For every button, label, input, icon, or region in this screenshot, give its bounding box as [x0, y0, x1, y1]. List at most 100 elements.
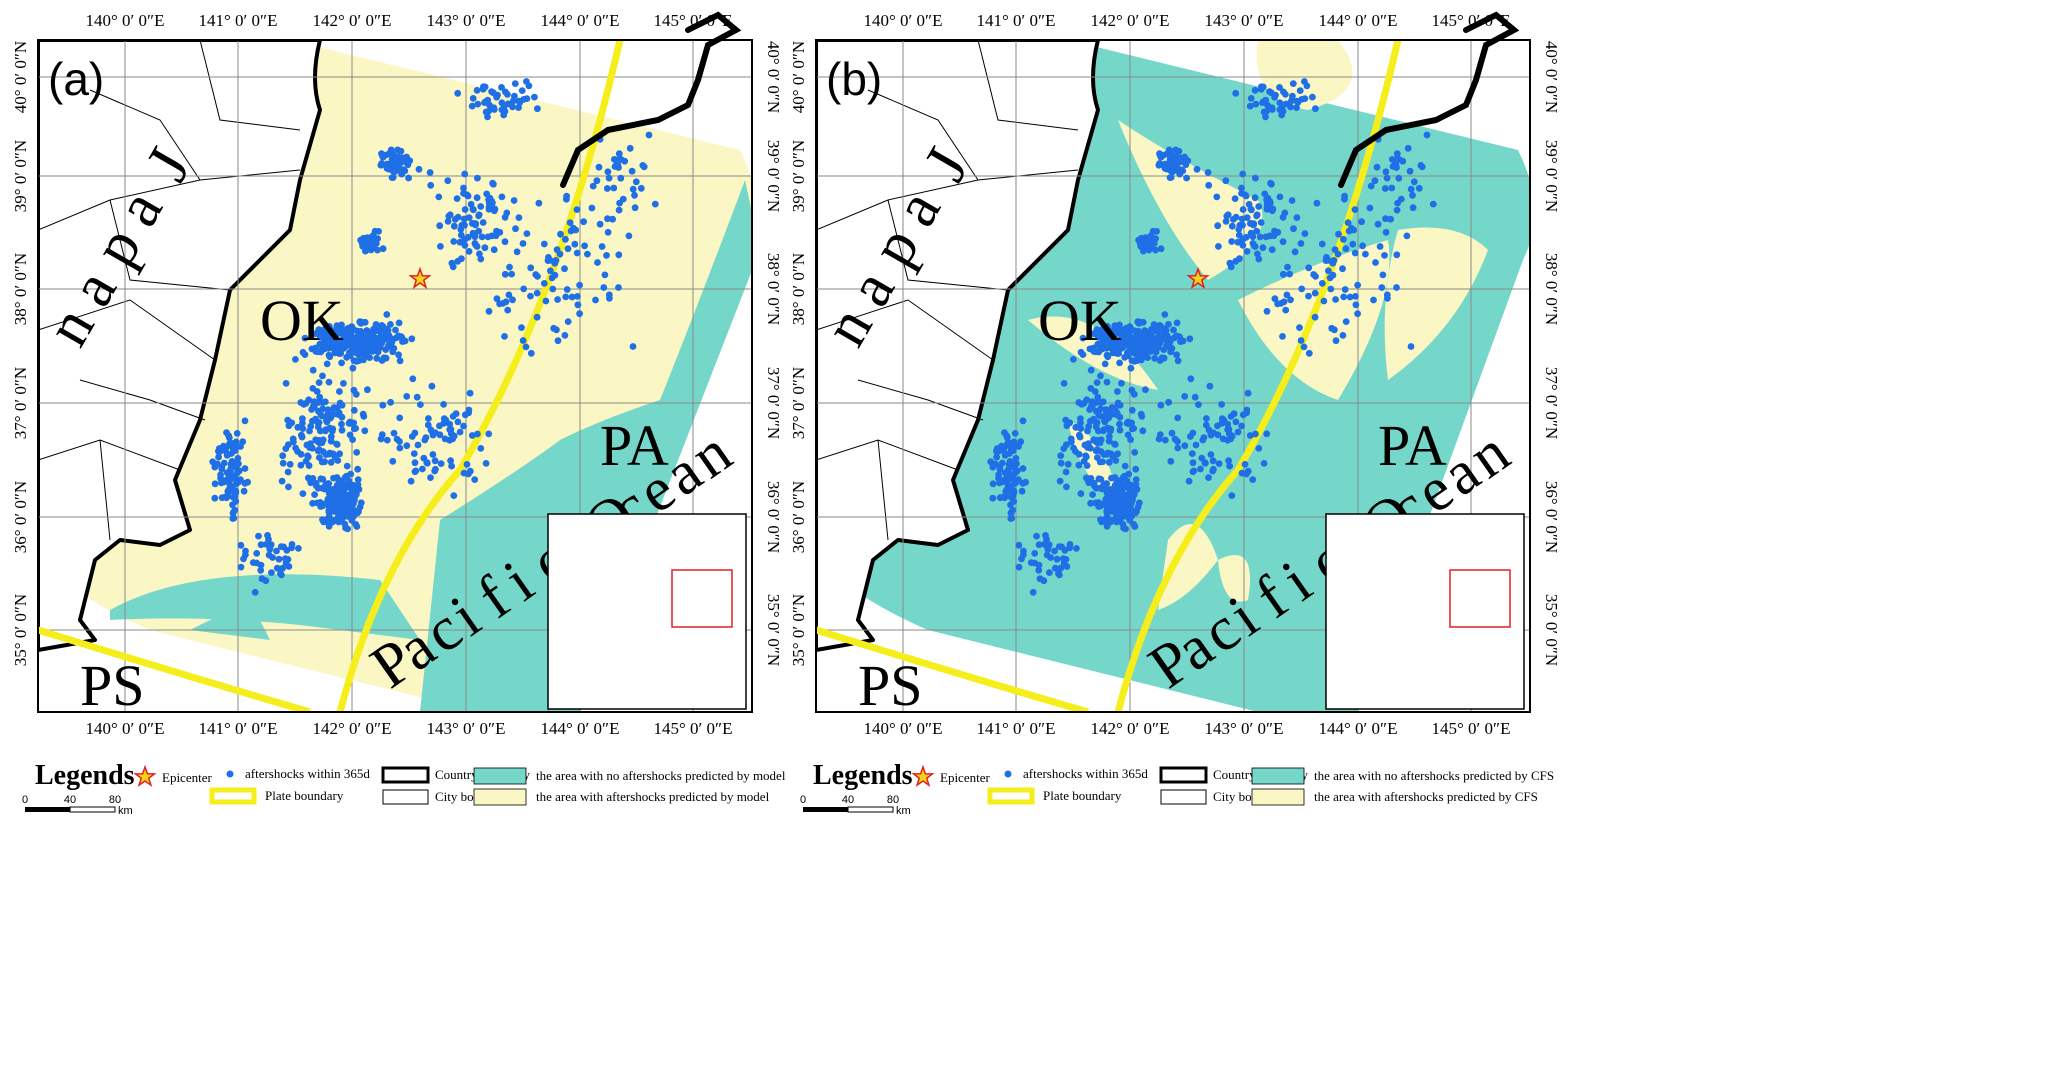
aftershock-dot — [363, 234, 371, 242]
aftershock-dot — [285, 422, 293, 430]
aftershock-dot — [993, 445, 1001, 452]
aftershock-dot — [1384, 294, 1391, 302]
aftershock-dot — [1340, 293, 1348, 301]
aftershock-dot — [454, 89, 462, 97]
legend-aftershock-swatch — [473, 788, 527, 806]
aftershock-dot — [1342, 318, 1350, 325]
legend-no-aftershock-swatch — [1251, 767, 1305, 785]
aftershock-dot — [1124, 352, 1132, 360]
aftershock-dot — [490, 106, 498, 113]
longitude-label-bottom: 145° 0′ 0″E — [654, 719, 733, 738]
aftershock-dot — [341, 328, 349, 336]
aftershock-dot — [512, 225, 519, 233]
aftershock-dot — [1124, 495, 1131, 502]
aftershock-dot — [573, 249, 581, 257]
aftershock-dot — [554, 296, 561, 303]
aftershock-dot — [1070, 444, 1077, 452]
aftershock-dot — [477, 203, 485, 210]
aftershock-dot — [1341, 195, 1348, 203]
aftershock-dot — [1214, 222, 1222, 230]
aftershock-dot — [603, 252, 610, 259]
aftershock-dot — [1219, 435, 1227, 443]
aftershock-dot — [1238, 184, 1245, 192]
aftershock-dot — [420, 454, 428, 462]
aftershock-dot — [490, 180, 497, 188]
aftershock-dot — [1124, 431, 1132, 439]
aftershock-dot — [518, 87, 526, 94]
aftershock-dot — [551, 259, 559, 267]
aftershock-dot — [1257, 219, 1265, 226]
aftershock-dot — [1152, 246, 1159, 254]
aftershock-dot — [352, 390, 360, 398]
aftershock-dot — [1253, 227, 1261, 235]
aftershock-dot — [1094, 454, 1101, 461]
longitude-label-bottom: 145° 0′ 0″E — [1432, 719, 1511, 738]
aftershock-points — [987, 78, 1437, 596]
pa-plate-label: PA — [600, 413, 669, 478]
aftershock-dot — [498, 84, 505, 91]
aftershock-dot — [1239, 206, 1247, 213]
aftershock-dot — [1239, 235, 1247, 243]
aftershock-dot — [1095, 333, 1102, 341]
aftershock-dot — [292, 356, 299, 363]
aftershock-dot — [501, 238, 509, 246]
aftershock-dot — [1020, 551, 1027, 559]
latitude-label-left: 36° 0′ 0″N — [11, 481, 30, 553]
aftershock-dot — [1388, 184, 1396, 192]
aftershock-dot — [516, 99, 524, 106]
aftershock-dot — [1225, 457, 1232, 465]
aftershock-dot — [328, 427, 336, 435]
aftershock-dot — [361, 330, 369, 338]
ps-plate-label: PS — [858, 653, 923, 718]
aftershock-dot — [1334, 250, 1342, 258]
aftershock-dot — [1015, 563, 1023, 571]
aftershock-dot — [367, 347, 374, 354]
aftershock-dot — [258, 575, 266, 583]
aftershock-dot — [1141, 239, 1149, 247]
longitude-label-top: 141° 0′ 0″E — [977, 11, 1056, 30]
aftershock-dot — [431, 457, 439, 465]
aftershock-dot — [1062, 468, 1070, 476]
aftershock-dot — [322, 482, 329, 490]
legend-no-aftershock-label: the area with no aftershocks predicted b… — [1314, 768, 1554, 783]
aftershock-dot — [454, 257, 462, 265]
aftershock-dot — [227, 476, 235, 483]
aftershock-dot — [229, 485, 237, 493]
aftershock-dot — [515, 214, 523, 222]
aftershock-dot — [1100, 482, 1107, 490]
aftershock-dot — [268, 569, 275, 576]
aftershock-dot — [1259, 244, 1267, 252]
aftershock-dot — [282, 380, 290, 387]
aftershock-dot — [1084, 427, 1091, 435]
aftershock-dot — [1063, 563, 1071, 570]
aftershock-dot — [1181, 442, 1189, 450]
aftershock-dot — [309, 499, 316, 507]
scale-label: 40 — [64, 794, 76, 806]
aftershock-dot — [1332, 337, 1340, 345]
aftershock-dot — [332, 342, 340, 349]
aftershock-dot — [1262, 113, 1269, 121]
aftershock-dot — [396, 414, 404, 422]
aftershock-dot — [629, 343, 637, 350]
aftershock-dot — [1251, 86, 1259, 94]
aftershock-dot — [1005, 476, 1012, 483]
aftershock-dot — [468, 102, 476, 110]
aftershock-dot — [1328, 324, 1336, 332]
aftershock-dot — [561, 332, 569, 339]
aftershock-dot — [309, 385, 317, 392]
aftershock-dot — [1011, 459, 1019, 467]
aftershock-dot — [1106, 427, 1114, 435]
aftershock-dot — [241, 479, 249, 487]
aftershock-dot — [563, 286, 571, 293]
aftershock-dot — [502, 298, 510, 306]
legend-plate-label: Plate boundary — [1043, 788, 1122, 803]
aftershock-dot — [615, 284, 622, 291]
aftershock-dot — [1251, 194, 1259, 202]
aftershock-dot — [1007, 515, 1015, 522]
aftershock-dot — [1226, 462, 1233, 470]
aftershock-dot — [484, 233, 492, 241]
aftershock-dot — [387, 398, 394, 406]
no-aftershock-area — [420, 180, 752, 712]
aftershock-dot — [1130, 390, 1138, 398]
aftershock-dot — [376, 334, 384, 341]
